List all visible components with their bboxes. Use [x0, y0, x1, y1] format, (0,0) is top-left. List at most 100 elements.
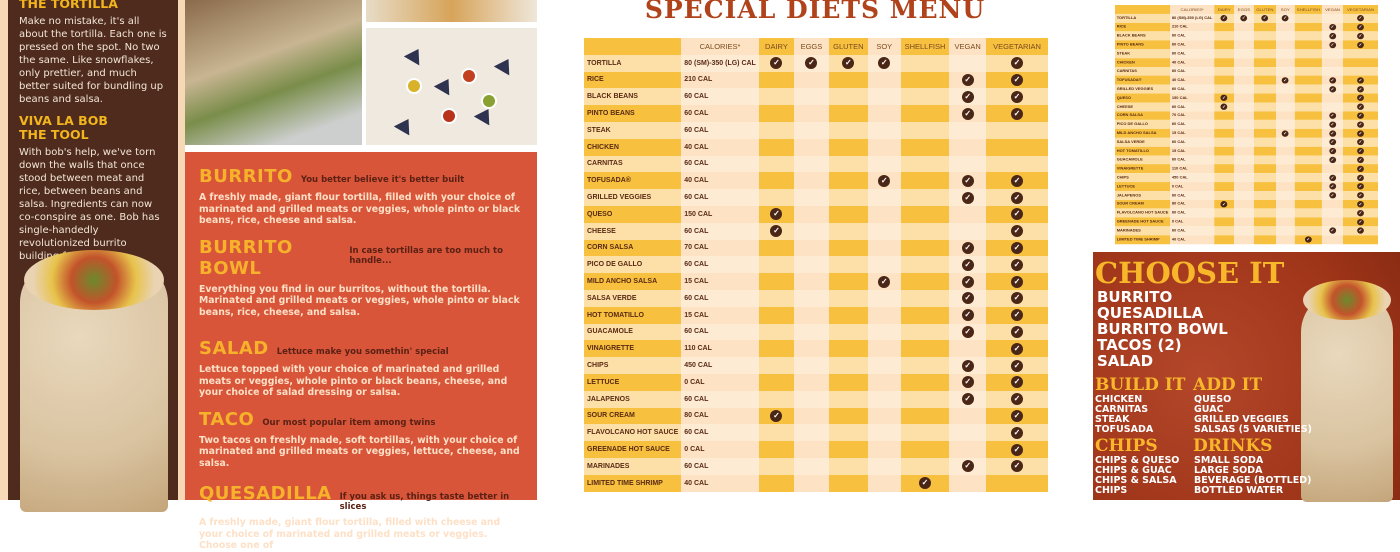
diet-cell: ✓: [949, 289, 987, 307]
calories-cell: 0 CAL: [1170, 182, 1215, 191]
diet-cell: ✓: [949, 373, 987, 391]
diet-cell: [1275, 235, 1295, 245]
checkmark-icon: ✓: [1357, 85, 1364, 93]
checkmark-icon: ✓: [961, 174, 974, 187]
diet-cell: [1253, 58, 1276, 67]
ingredient-name: FLAVOLCANO HOT SAUCE: [584, 424, 682, 442]
diet-cell: ✓: [1322, 22, 1343, 32]
diet-cell: ✓: [1214, 93, 1235, 103]
ingredient-name: PINTO BEANS: [1115, 40, 1171, 50]
checkmark-icon: ✓: [1281, 130, 1289, 137]
diet-cell: [1253, 190, 1276, 200]
checkmark-icon: ✓: [1357, 121, 1364, 128]
column-header: SOY: [867, 38, 901, 55]
checkmark-icon: ✓: [1329, 77, 1336, 84]
ingredient-name: LETTUCE: [1115, 182, 1171, 191]
checkmark-icon: ✓: [1357, 103, 1364, 110]
table-row: TORTILLA 80 (SM)-350 (LG) CAL ✓ ✓ ✓ ✓ ✓: [584, 54, 1048, 72]
ingredient-name: JALAPENOS: [584, 390, 682, 408]
diet-cell: [828, 172, 868, 190]
menu-tagline: In case tortillas are too much to handle…: [349, 245, 503, 266]
choose-it-panel: CHOOSE IT BURRITO QUESADILLA BURRITO BOWL T…: [1093, 252, 1400, 502]
diet-cell: [1253, 182, 1276, 191]
diet-cell: [1214, 84, 1235, 94]
column-header: SHELLFISH: [1294, 5, 1323, 14]
checkmark-icon: ✓: [770, 208, 783, 221]
calories-cell: 15 CAL: [1170, 146, 1215, 156]
menu-list-item: SALSAS (5 VARIETIES): [1194, 424, 1312, 435]
checkmark-icon: ✓: [1329, 23, 1336, 31]
menu-list-item: BURRITO BOWL: [1097, 320, 1228, 338]
burrito-photo: [1301, 292, 1393, 502]
diet-cell: [758, 457, 795, 475]
tortilla-text: Make no mistake, it's all about the tort…: [19, 16, 167, 105]
column-header: VEGAN: [1322, 5, 1343, 14]
diet-cell: [1253, 137, 1276, 147]
diet-cell: ✓: [1322, 40, 1343, 50]
diet-cell: [1234, 199, 1254, 209]
calories-cell: 40 CAL: [681, 138, 759, 156]
diet-cell: [900, 357, 950, 374]
diet-cell: [1214, 155, 1235, 165]
table-row: PICO DE GALLO 60 CAL ✓ ✓: [1115, 120, 1378, 129]
diet-cell: [1294, 111, 1323, 121]
diet-cell: ✓: [1322, 111, 1343, 121]
table-row: QUESO 150 CAL ✓ ✓: [1115, 93, 1378, 103]
diet-cell: [1253, 164, 1276, 174]
menu-title: QUESADILLA: [199, 483, 332, 504]
table-row: LIMITED TIME SHRIMP 40 CAL ✓: [1115, 235, 1378, 245]
checkmark-icon: ✓: [1220, 103, 1228, 110]
diet-cell: [1234, 22, 1254, 32]
checkmark-icon: ✓: [842, 57, 855, 70]
table-row: CHIPS 450 CAL ✓ ✓: [584, 357, 1048, 374]
diet-cell: ✓: [1275, 128, 1295, 138]
ingredient-name: VINAIGRETTE: [1115, 164, 1171, 174]
burrito-bowl-photo: [185, 0, 362, 145]
diet-cell: [758, 88, 795, 106]
ingredient-name: MARINADES: [584, 457, 682, 475]
diet-cell: [828, 273, 868, 290]
diet-cell: [1214, 22, 1235, 32]
column-header: EGGS: [1234, 5, 1254, 14]
calories-cell: 60 CAL: [1170, 102, 1215, 112]
diet-cell: [900, 373, 950, 391]
calories-cell: 60 CAL: [1170, 120, 1215, 129]
diet-cell: [1234, 155, 1254, 165]
diet-cell: [1342, 49, 1378, 59]
diet-cell: [1322, 199, 1343, 209]
diet-cell: [1322, 66, 1343, 76]
table-row: HOT TOMATILLO 15 CAL ✓ ✓: [584, 306, 1048, 324]
diet-cell: [1275, 155, 1295, 165]
diet-cell: [1234, 146, 1254, 156]
diet-cell: [794, 222, 829, 240]
checkmark-icon: ✓: [961, 359, 974, 372]
diet-cell: [828, 289, 868, 307]
calories-cell: 60 CAL: [681, 155, 759, 173]
diet-cell: ✓: [1234, 13, 1254, 23]
diet-cell: [1214, 137, 1235, 147]
diet-cell: [1275, 111, 1295, 121]
menu-list-item: STEAK: [1095, 414, 1130, 425]
diet-cell: ✓: [986, 424, 1048, 442]
ingredient-name: PICO DE GALLO: [1115, 120, 1171, 129]
diet-cell: [1234, 84, 1254, 94]
calories-cell: 40 CAL: [1170, 235, 1215, 245]
table-row: TORTILLA 80 (SM)-350 (LG) CAL ✓ ✓ ✓ ✓ ✓: [1115, 13, 1378, 23]
checkmark-icon: ✓: [1357, 112, 1364, 119]
calories-cell: 15 CAL: [681, 306, 759, 324]
checkmark-icon: ✓: [961, 292, 974, 305]
checkmark-icon: ✓: [1281, 15, 1289, 22]
checkmark-icon: ✓: [1011, 460, 1024, 473]
diet-cell: [986, 121, 1048, 139]
table-row: CORN SALSA 70 CAL ✓ ✓: [584, 239, 1048, 257]
checkmark-icon: ✓: [1329, 41, 1336, 48]
ingredient-name: TOFUSADA®: [584, 172, 682, 190]
diet-cell: [1253, 199, 1276, 209]
diet-cell: [1322, 164, 1343, 174]
checkmark-icon: ✓: [1329, 130, 1336, 137]
checkmark-icon: ✓: [1357, 174, 1364, 181]
special-diets-title: SPECIAL DIETS MENU: [644, 0, 986, 24]
ingredient-name: LETTUCE: [584, 373, 682, 391]
diet-cell: [758, 390, 795, 408]
checkmark-icon: ✓: [1220, 94, 1228, 102]
